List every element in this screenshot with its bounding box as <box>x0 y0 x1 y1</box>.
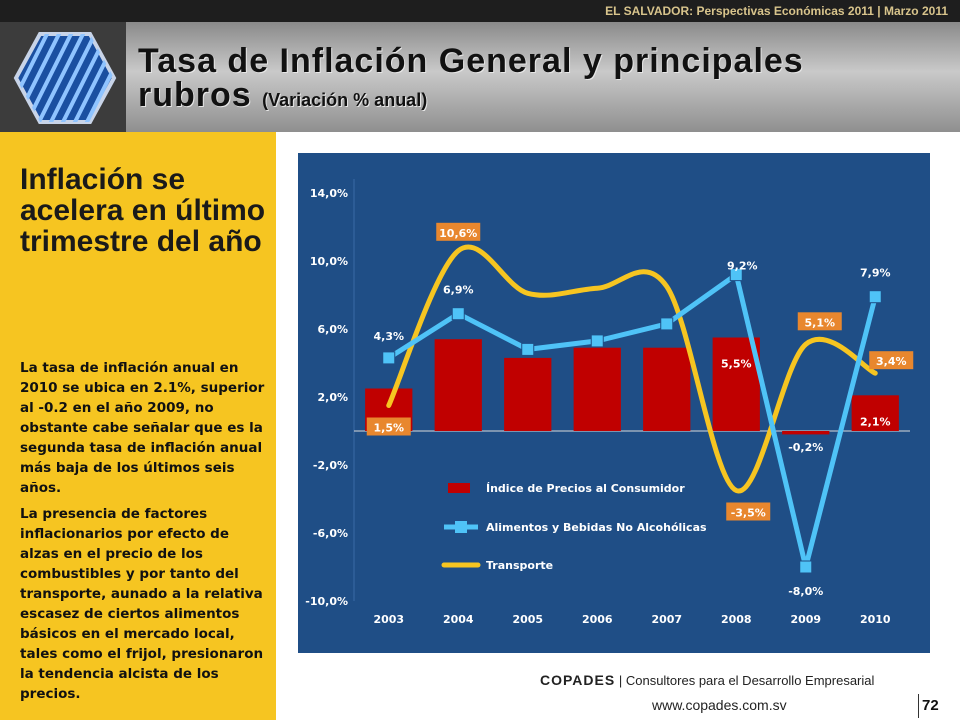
page-title-word: rubros <box>138 76 252 114</box>
sidebar-paragraph-1: La tasa de inflación anual en 2010 se ub… <box>20 360 265 496</box>
transporte-label-box <box>366 417 411 436</box>
legend-marker-alimentos <box>455 521 467 533</box>
alimentos-data-label: 9,2% <box>727 260 758 273</box>
bar-data-label: -0,2% <box>788 441 823 454</box>
page-divider <box>918 694 919 718</box>
transporte-data-label: 5,1% <box>804 316 835 329</box>
bar-ipc <box>851 395 899 431</box>
footer-brand-line: COPADES | Consultores para el Desarrollo… <box>540 672 874 688</box>
bar-data-label: 2,1% <box>860 415 891 428</box>
marker-alimentos <box>590 334 604 348</box>
footer-tagline: Consultores para el Desarrollo Empresari… <box>625 673 875 688</box>
marker-alimentos <box>382 351 396 365</box>
bar-ipc <box>434 339 482 431</box>
alimentos-data-label: 7,9% <box>860 267 891 280</box>
alimentos-data-label: 4,3% <box>373 330 404 343</box>
legend-swatch-ipc <box>448 483 470 493</box>
footer-url[interactable]: www.copades.com.sv <box>652 697 787 713</box>
x-tick-label: 2006 <box>582 613 613 626</box>
sidebar-headline: Inflación se acelera en último trimestre… <box>20 163 266 258</box>
y-tick-label: 6,0% <box>317 323 348 336</box>
x-tick-label: 2009 <box>790 613 821 626</box>
transporte-data-label: -3,5% <box>731 507 766 520</box>
alimentos-data-label: 6,9% <box>443 284 474 297</box>
sidebar-paragraph-2: La presencia de factores inflacionarios … <box>20 506 264 702</box>
bar-ipc <box>782 431 830 435</box>
y-tick-label: 14,0% <box>310 187 348 200</box>
header: Tasa de Inflación General y principales … <box>0 22 960 132</box>
page-subtitle: (Variación % anual) <box>262 90 428 110</box>
transporte-data-label: 3,4% <box>876 355 907 368</box>
marker-alimentos <box>729 268 743 282</box>
x-tick-label: 2005 <box>512 613 543 626</box>
line-transporte <box>386 244 878 494</box>
sidebar-panel: Inflación se acelera en último trimestre… <box>0 132 276 720</box>
footer-brand: COPADES <box>540 672 616 688</box>
marker-alimentos <box>799 560 813 574</box>
x-tick-label: 2003 <box>373 613 404 626</box>
alimentos-data-label: -8,0% <box>788 585 823 598</box>
legend-label-alimentos: Alimentos y Bebidas No Alcohólicas <box>486 521 707 534</box>
chart-panel: 14,0% 10,0% 6,0% 2,0% -2,0% -6,0% -10,0% 2003 20… <box>298 153 930 653</box>
page-title-line1: Tasa de Inflación General y principales <box>138 42 804 80</box>
bar-ipc <box>573 347 621 431</box>
copades-logo-icon <box>13 32 117 124</box>
page-title-line2: rubros (Variación % anual) <box>138 76 427 115</box>
inflation-chart: 14,0% 10,0% 6,0% 2,0% -2,0% -6,0% -10,0% 2003 20… <box>305 179 914 626</box>
report-tag: EL SALVADOR: Perspectivas Económicas 201… <box>605 4 948 18</box>
y-tick-label: 2,0% <box>317 391 348 404</box>
bar-ipc <box>712 337 760 431</box>
footer-separator: | <box>618 673 623 688</box>
x-tick-label: 2004 <box>443 613 474 626</box>
transporte-data-label: 10,6% <box>439 227 477 240</box>
page-number: 72 <box>922 697 939 714</box>
transporte-label-box <box>869 351 914 370</box>
y-tick-label: -2,0% <box>313 459 348 472</box>
x-tick-label: 2010 <box>860 613 891 626</box>
transporte-data-label: 1,5% <box>373 422 404 435</box>
transporte-label-box <box>436 222 481 241</box>
line-alimentos <box>387 270 878 568</box>
top-bar: EL SALVADOR: Perspectivas Económicas 201… <box>0 0 960 22</box>
y-tick-label: -10,0% <box>305 595 348 608</box>
y-tick-label: 10,0% <box>310 255 348 268</box>
legend-label-transporte: Transporte <box>486 559 553 572</box>
transporte-label-box <box>797 312 842 331</box>
y-tick-label: -6,0% <box>313 527 348 540</box>
x-tick-label: 2007 <box>651 613 682 626</box>
marker-alimentos <box>521 342 535 356</box>
transporte-label-box <box>726 502 771 521</box>
x-tick-label: 2008 <box>721 613 752 626</box>
marker-alimentos <box>660 317 674 331</box>
bar-ipc <box>504 357 552 431</box>
legend-label-ipc: Índice de Precios al Consumidor <box>486 482 685 495</box>
bar-data-label: 5,5% <box>721 358 752 371</box>
marker-alimentos <box>868 290 882 304</box>
marker-alimentos <box>451 307 465 321</box>
bar-ipc <box>643 347 691 431</box>
